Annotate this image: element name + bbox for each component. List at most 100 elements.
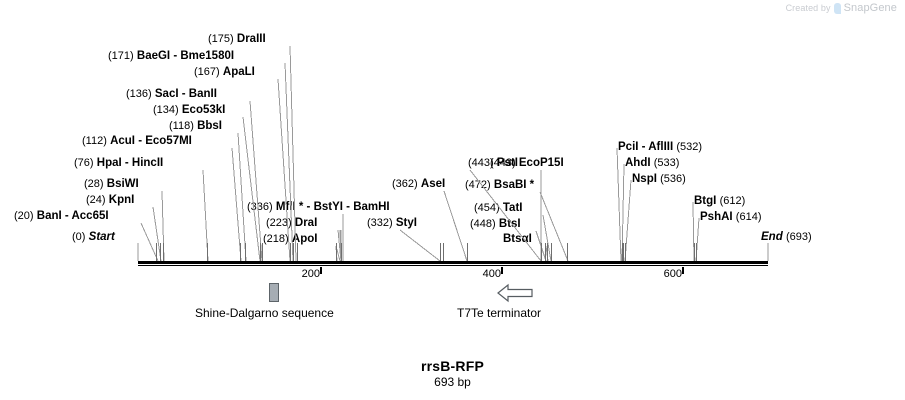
site-position: (532) [676,141,703,153]
site-tick[interactable] [297,243,298,261]
site-tick[interactable] [160,243,161,261]
site-label-draIII[interactable]: (175) DraIII [208,33,266,46]
site-position: (533) [653,157,680,169]
site-tick[interactable] [290,243,291,261]
site-position: (20) [14,210,34,222]
site-label-bsaBI[interactable]: (472) BsaBI * [465,179,534,192]
site-label-btgI[interactable]: BtgI (612) [694,195,745,208]
site-tick[interactable] [694,243,695,261]
site-position: (472) [465,179,491,191]
site-tick[interactable] [443,243,444,261]
site-tick[interactable] [240,243,241,261]
site-tick[interactable] [541,243,542,261]
snapgene-watermark: Created by SnapGene [786,2,897,14]
site-label-draI[interactable]: (223) DraI [266,217,317,230]
site-label-ecoP15I[interactable]: (443) EcoP15I [490,157,564,170]
site-position: (134) [153,104,179,116]
ruler-label-400: 400 [482,268,501,280]
site-label-baeGI-bme1580I[interactable]: (171) BaeGI - Bme1580I [108,50,234,63]
site-position: (218) [263,233,289,245]
site-label-mflI-bstYI-bamHI[interactable]: (336) MflI * - BstYI - BamHI [247,201,390,214]
site-tick[interactable] [545,243,546,261]
site-name: BtgI [694,195,717,207]
site-tick[interactable] [293,243,294,261]
ruler-tick-400 [501,267,503,274]
site-name: MflI * - BstYI - BamHI [275,201,390,213]
site-label-tatI[interactable]: (454) TatI [474,202,522,215]
site-name: BsaBI * [493,179,535,191]
site-name: PstI [496,157,518,169]
feature-shine-dalgarno-sequence[interactable] [269,283,279,302]
site-position: (171) [108,50,134,62]
site-tick[interactable] [551,243,552,261]
site-label-btsI[interactable]: (448) BtsI [470,218,521,231]
watermark-prefix: Created by [785,3,831,13]
site-position: (536) [660,173,686,185]
site-name: EcoP15I [518,157,564,169]
site-tick[interactable] [696,243,697,261]
site-tick[interactable] [163,243,164,261]
site-tick[interactable] [567,243,568,261]
site-position: (336) [247,201,273,213]
site-tick[interactable] [623,243,624,261]
site-label-styI[interactable]: (332) StyI [367,217,417,230]
site-label-eco53kI[interactable]: (134) Eco53kI [153,104,225,117]
site-tick[interactable] [207,243,208,261]
site-name: TatI [502,202,523,214]
site-label-acuI-eco57MI[interactable]: (112) AcuI - Eco57MI [82,135,192,148]
site-label-kpnI[interactable]: (24) KpnI [86,194,134,207]
site-label-apaLI[interactable]: (167) ApaLI [194,66,255,79]
site-tick[interactable] [341,243,342,261]
site-position: (136) [126,88,152,100]
feature-label-shine-dalgarno: Shine-Dalgarno sequence [195,306,334,320]
site-label-bbsI[interactable]: (118) BbsI [169,120,222,133]
site-name: ApaLI [222,66,255,78]
site-label-bsiWI[interactable]: (28) BsiWI [84,178,139,191]
site-position: (614) [735,211,762,223]
site-tick[interactable] [467,243,468,261]
site-name: Eco53kI [181,104,226,116]
end-label[interactable]: End (693) [761,231,812,244]
site-tick[interactable] [245,243,246,261]
start-label[interactable]: (0) Start [72,231,115,244]
site-label-btsalphaI[interactable]: BtsαI [503,233,532,246]
site-label-aseI[interactable]: (362) AseI [392,178,445,191]
site-tick[interactable] [262,243,263,261]
ruler-tick-200 [320,267,322,274]
site-tick[interactable] [260,243,261,261]
site-position: (362) [392,178,418,190]
site-tick[interactable] [547,243,548,261]
site-position: (175) [208,33,234,45]
site-tick[interactable] [625,243,626,261]
site-label-pstI[interactable]: (443) PstI [468,157,518,170]
site-tick[interactable] [336,243,337,261]
site-name: BanI - Acc65I [36,210,109,222]
site-name: BbsI [197,120,222,132]
site-label-nspI[interactable]: NspI (536) [632,173,686,186]
site-name: DraI [294,217,318,229]
site-name: StyI [395,217,417,229]
snapgene-logo-icon [833,2,841,14]
site-label-hpaI-hincII[interactable]: (76) HpaI - HincII [74,157,163,170]
site-tick[interactable] [622,243,623,261]
site-label-banI-acc65I[interactable]: (20) BanI - Acc65I [14,210,109,223]
site-name: AcuI - Eco57MI [110,135,192,147]
site-position: (332) [367,217,393,229]
site-position: (448) [470,218,496,230]
ruler-label-200: 200 [301,268,320,280]
site-label-pshAI[interactable]: PshAI (614) [700,211,761,224]
site-name: NspI [632,173,657,185]
site-label-ahdI[interactable]: AhdI (533) [625,157,679,170]
site-tick[interactable] [156,243,157,261]
feature-t7te-terminator[interactable] [497,283,533,303]
sequence-backbone[interactable] [138,261,768,266]
site-name: PciI - AflIII [618,141,674,153]
site-label-pciI-aflIII[interactable]: PciI - AflIII (532) [618,141,702,154]
end-name: End [761,231,783,243]
feature-label-t7te-terminator: T7Te terminator [457,306,542,320]
site-name: BsiWI [106,178,139,190]
site-position: (223) [266,217,292,229]
site-label-sacI-banII[interactable]: (136) SacI - BanII [126,88,217,101]
site-tick[interactable] [440,243,441,261]
